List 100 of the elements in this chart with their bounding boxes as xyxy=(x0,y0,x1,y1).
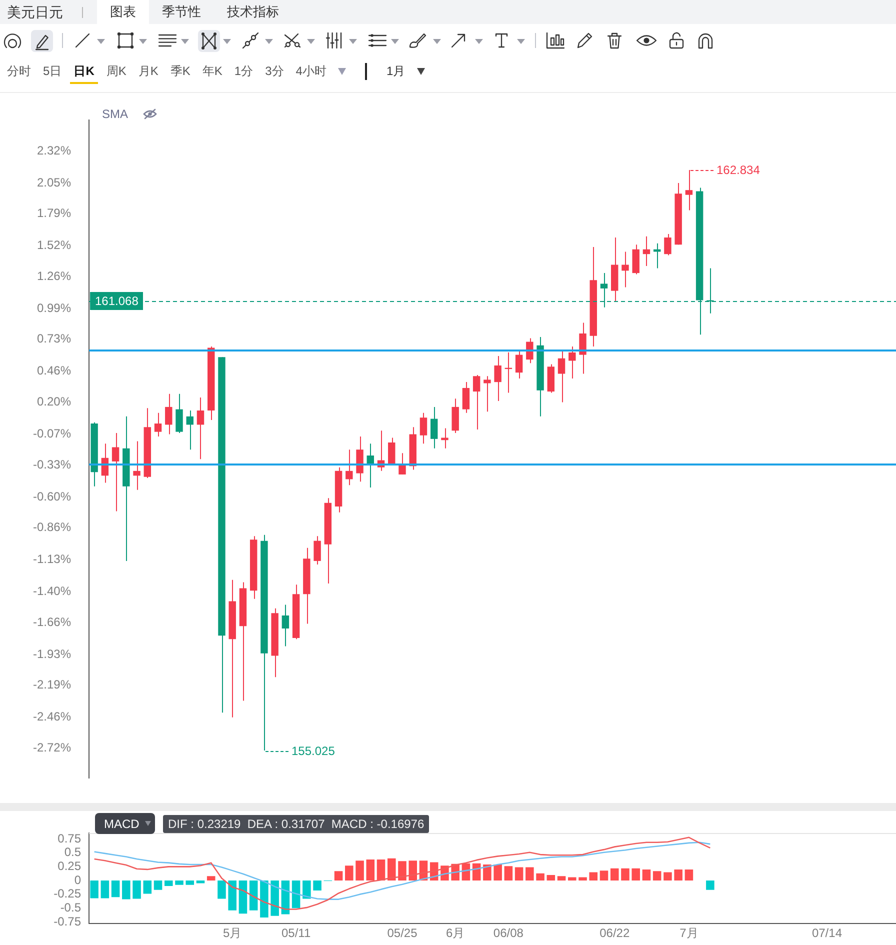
bar xyxy=(111,880,120,898)
bar xyxy=(302,880,311,899)
text: 周K xyxy=(106,63,126,80)
x-tick-label: 06/22 xyxy=(600,926,630,940)
candlestick xyxy=(642,236,650,266)
x-tick-label: 06/08 xyxy=(493,926,524,940)
candlestick xyxy=(112,432,120,512)
x-tick-label: 6月 xyxy=(446,926,465,940)
bar xyxy=(706,880,714,890)
candlestick xyxy=(356,436,364,482)
candlestick xyxy=(186,410,194,450)
bar xyxy=(376,860,386,881)
y-tick-label: -0.07% xyxy=(32,426,72,440)
y-tick-label: 1.79% xyxy=(36,206,72,220)
y-tick-label: -2.72% xyxy=(32,740,72,754)
bar xyxy=(387,858,396,881)
dropdown-button: MACD xyxy=(95,813,155,834)
x-tick-label: 5月 xyxy=(223,926,242,940)
bar xyxy=(356,860,364,881)
bar xyxy=(684,869,694,881)
candlestick xyxy=(346,449,353,486)
candlestick xyxy=(622,251,629,288)
bar xyxy=(526,867,534,881)
bar xyxy=(292,880,300,908)
annotation: 162.834 xyxy=(716,162,760,177)
bar xyxy=(270,880,279,916)
bar xyxy=(621,868,630,881)
candlestick xyxy=(398,452,406,475)
bar xyxy=(632,868,640,881)
candlestick xyxy=(165,393,172,435)
y-tick-label: -0.25 xyxy=(54,886,82,901)
candlestick xyxy=(568,346,576,379)
candlestick xyxy=(515,350,523,379)
bar xyxy=(196,880,205,884)
candlestick xyxy=(452,398,459,434)
bar xyxy=(154,880,162,890)
text: 年K xyxy=(202,63,222,80)
y-tick-label: -2.46% xyxy=(32,710,72,724)
bar xyxy=(546,874,556,881)
y-tick-label: 0 xyxy=(74,872,82,887)
x-tick-label: 05/11 xyxy=(281,926,311,940)
candlestick xyxy=(462,382,470,414)
candlestick xyxy=(282,604,290,647)
annotation: 161.068 xyxy=(90,292,144,310)
text: 1分 xyxy=(234,63,254,80)
candlestick xyxy=(314,536,321,566)
text: 分时 xyxy=(7,63,31,80)
bar xyxy=(504,866,513,881)
x-tick-label: 7月 xyxy=(680,926,698,940)
candlestick xyxy=(176,393,183,434)
bar xyxy=(674,869,682,881)
candlestick xyxy=(420,412,428,444)
bar xyxy=(90,880,98,898)
bar xyxy=(398,861,406,881)
text: 图表 xyxy=(97,0,149,24)
bar xyxy=(600,870,608,881)
candlestick xyxy=(484,376,491,412)
bar xyxy=(132,880,141,899)
bar xyxy=(186,880,194,885)
text: 月K xyxy=(138,63,158,80)
candlestick xyxy=(154,412,162,438)
text: 技术指标 xyxy=(226,3,280,21)
text: 3分 xyxy=(265,63,284,80)
bar xyxy=(366,860,375,881)
bar xyxy=(568,877,576,881)
text: 季K xyxy=(170,63,190,80)
bar xyxy=(313,880,322,890)
candlestick xyxy=(430,406,438,449)
annotation: 155.025 xyxy=(292,744,336,758)
y-tick-label: -0.86% xyxy=(32,520,72,534)
bar xyxy=(610,868,619,881)
candlestick xyxy=(472,374,480,430)
text: 5日 xyxy=(43,63,62,80)
text: 1月 xyxy=(386,63,406,80)
bar xyxy=(228,880,236,910)
y-tick-label: -0.60% xyxy=(32,489,72,504)
candlestick xyxy=(579,322,586,374)
y-tick-label: 0.20% xyxy=(36,394,72,409)
candlestick xyxy=(441,428,448,449)
bar xyxy=(578,877,587,881)
y-tick-label: 0.5 xyxy=(64,845,82,860)
text: DIF : 0.23219 DEA : 0.31707 MACD : -0.16976 xyxy=(163,814,430,832)
annotation: SMA xyxy=(102,107,128,121)
y-tick-label: 0.25 xyxy=(58,859,82,874)
bar xyxy=(664,872,672,881)
bar xyxy=(589,872,598,881)
bar xyxy=(238,880,248,914)
text: 季节性 xyxy=(161,3,202,21)
bar xyxy=(514,867,524,881)
text: 4小时 xyxy=(296,63,326,80)
candlestick xyxy=(196,396,204,460)
x-tick-label: 07/14 xyxy=(812,926,842,940)
y-tick-label: 0.73% xyxy=(36,332,72,346)
bar xyxy=(249,880,258,910)
candlestick xyxy=(388,437,396,466)
bar xyxy=(175,880,184,885)
y-tick-label: -1.66% xyxy=(32,614,72,629)
bar xyxy=(557,876,566,881)
bar xyxy=(122,880,130,900)
y-tick-label: 1.26% xyxy=(36,268,72,283)
